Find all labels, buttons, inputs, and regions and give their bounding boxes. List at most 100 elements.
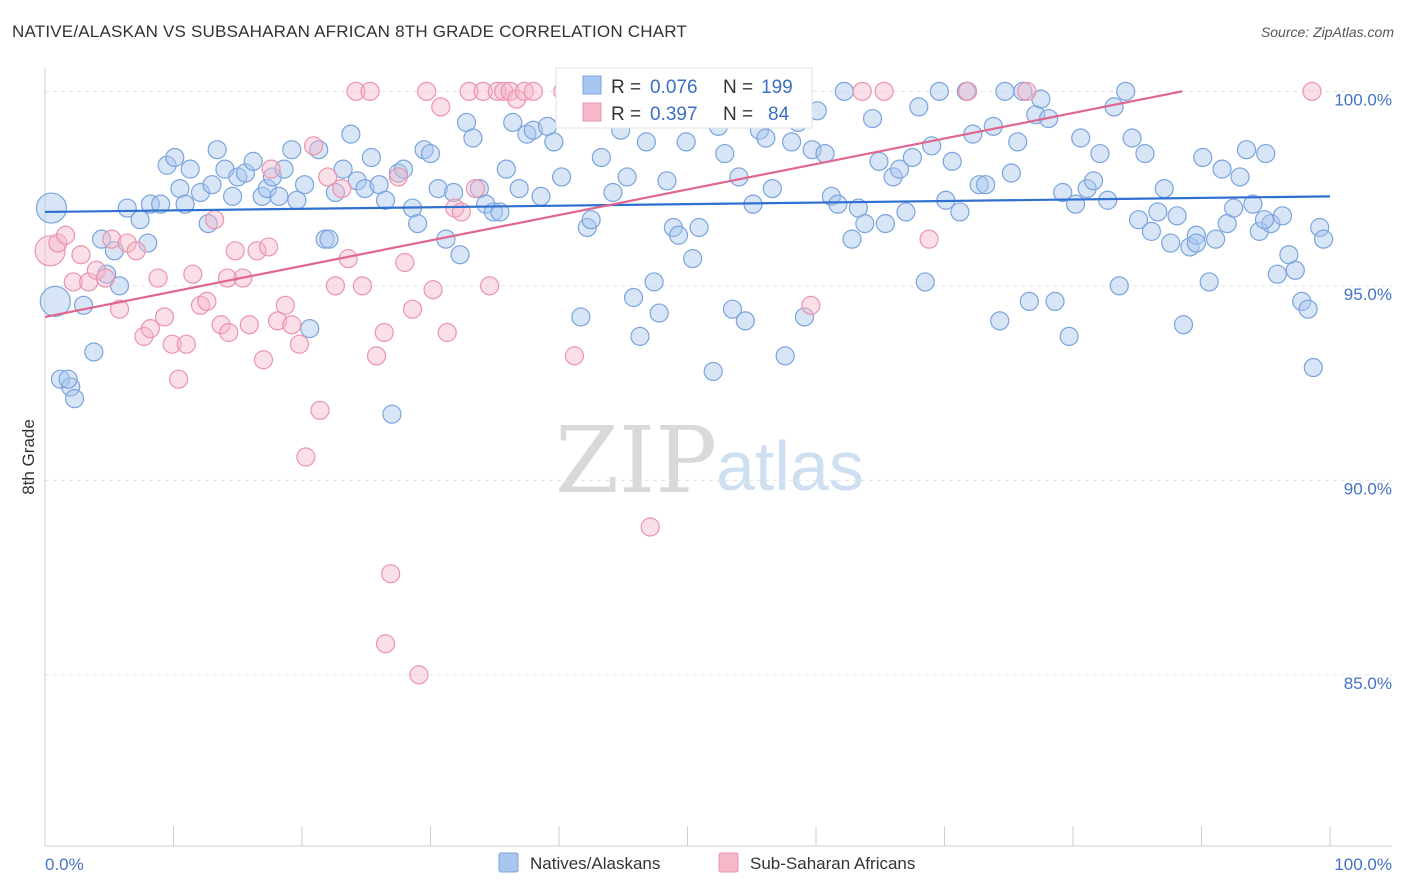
sub-saharan-africans-point <box>417 81 437 101</box>
legend-label-sub-saharan-africans: Sub-Saharan Africans <box>750 854 915 873</box>
sub-saharan-africans-point <box>247 241 267 261</box>
watermark-zip: ZIP <box>555 407 717 514</box>
natives-alaskans-point <box>1071 128 1091 148</box>
natives-alaskans-point <box>571 307 591 327</box>
natives-alaskans-point <box>282 140 302 160</box>
natives-alaskans-point <box>444 182 464 203</box>
sub-saharan-africans-point <box>303 136 324 156</box>
sub-saharan-africans-point <box>852 81 872 101</box>
sub-saharan-africans-point <box>225 241 245 261</box>
natives-alaskans-point <box>1310 217 1330 238</box>
natives-alaskans-point <box>355 178 375 199</box>
sub-saharan-africans-point <box>352 276 372 296</box>
natives-alaskans-point <box>1065 194 1086 214</box>
natives-alaskans-point <box>130 210 150 230</box>
natives-alaskans-point <box>644 272 664 292</box>
sub-saharan-africans-point <box>148 268 168 288</box>
stats-swatch-pink <box>582 102 602 122</box>
natives-alaskans-point <box>361 147 381 168</box>
natives-alaskans-point <box>382 404 402 424</box>
sub-saharan-africans-point <box>219 322 239 343</box>
natives-alaskans-point <box>617 167 637 187</box>
sub-saharan-africans-point <box>465 178 486 199</box>
sub-saharan-africans-point <box>176 334 196 354</box>
stats-r-label-1: R = <box>611 77 641 98</box>
sub-saharan-africans-point <box>332 178 352 199</box>
natives-alaskans-point <box>1135 143 1155 164</box>
sub-saharan-africans-point <box>134 326 154 347</box>
natives-alaskans-point <box>243 151 263 171</box>
natives-alaskans-point <box>1141 221 1161 241</box>
natives-alaskans-point <box>341 124 361 144</box>
natives-alaskans-point <box>781 132 802 152</box>
natives-alaskans-point <box>1109 276 1129 296</box>
natives-alaskans-point <box>1267 264 1287 284</box>
chart-title: NATIVE/ALASKAN VS SUBSAHARAN AFRICAN 8TH… <box>12 22 687 41</box>
natives-alaskans-point <box>1008 132 1028 152</box>
sub-saharan-africans-point <box>258 237 279 257</box>
natives-alaskans-point <box>157 155 177 175</box>
x-axis-ticks <box>44 826 1331 846</box>
natives-alaskans-point <box>39 285 71 317</box>
natives-alaskans-point <box>1167 206 1187 226</box>
natives-alaskans-point <box>1128 210 1149 230</box>
natives-alaskans-point <box>202 175 222 195</box>
natives-alaskans-point <box>855 214 875 234</box>
natives-alaskans-point <box>676 132 696 152</box>
natives-alaskans-point <box>509 178 529 199</box>
natives-alaskans-point <box>523 120 543 140</box>
y-tick-label: 95.0% <box>1344 285 1392 304</box>
sub-saharan-africans-point <box>296 447 316 467</box>
sub-saharan-africans-point <box>261 159 281 179</box>
series-sub-saharan-africans <box>34 81 1322 685</box>
natives-alaskans-point <box>630 326 650 347</box>
sub-saharan-africans-point <box>1017 81 1037 101</box>
natives-alaskans-point <box>165 147 185 168</box>
natives-alaskans-point <box>450 245 470 265</box>
natives-alaskans-point <box>262 167 283 187</box>
stats-box: R = 0.076 N = 199 R = 0.397 N = 84 <box>555 67 813 129</box>
natives-alaskans-point <box>1206 229 1226 249</box>
natives-alaskans-point <box>649 303 669 323</box>
natives-alaskans-point <box>190 182 211 203</box>
natives-alaskans-point <box>976 175 996 195</box>
sub-saharan-africans-point <box>325 276 346 296</box>
natives-alaskans-point <box>995 81 1015 101</box>
natives-alaskans-point <box>347 171 367 191</box>
natives-alaskans-point <box>862 108 883 129</box>
natives-alaskans-point <box>333 159 353 179</box>
natives-alaskans-point <box>61 377 81 397</box>
natives-alaskans-point <box>689 217 709 238</box>
watermark-atlas: atlas <box>716 427 864 505</box>
y-tick-label: 100.0% <box>1334 90 1392 109</box>
natives-alaskans-point <box>1090 143 1110 164</box>
natives-alaskans-point <box>603 182 623 203</box>
natives-alaskans-point <box>722 299 743 319</box>
natives-alaskans-point <box>883 167 903 187</box>
natives-alaskans-point <box>319 229 339 249</box>
natives-alaskans-point <box>1045 291 1065 311</box>
natives-alaskans-point <box>1053 182 1073 203</box>
sub-saharan-africans-point <box>1302 81 1322 101</box>
natives-alaskans-point <box>1154 178 1174 199</box>
natives-alaskans-point <box>1212 159 1232 179</box>
natives-alaskans-point <box>802 140 822 160</box>
natives-alaskans-point <box>91 229 112 249</box>
sub-saharan-africans-point <box>451 202 471 222</box>
natives-alaskans-point <box>942 151 962 171</box>
sub-saharan-africans-point <box>310 400 330 420</box>
sub-saharan-africans-point <box>919 229 939 249</box>
natives-alaskans-point <box>834 81 854 101</box>
natives-alaskans-point <box>869 151 889 171</box>
legend-swatch-natives-alaskans <box>498 852 519 873</box>
natives-alaskans-point <box>1148 202 1168 222</box>
natives-alaskans-point <box>909 97 929 117</box>
natives-alaskans-point <box>703 361 723 382</box>
sub-saharan-africans-point <box>360 81 380 101</box>
sub-saharan-africans-point <box>289 334 310 354</box>
natives-alaskans-point <box>683 249 703 269</box>
sub-saharan-africans-point <box>162 334 182 354</box>
sub-saharan-africans-point <box>874 81 894 101</box>
natives-alaskans-point <box>496 159 516 179</box>
